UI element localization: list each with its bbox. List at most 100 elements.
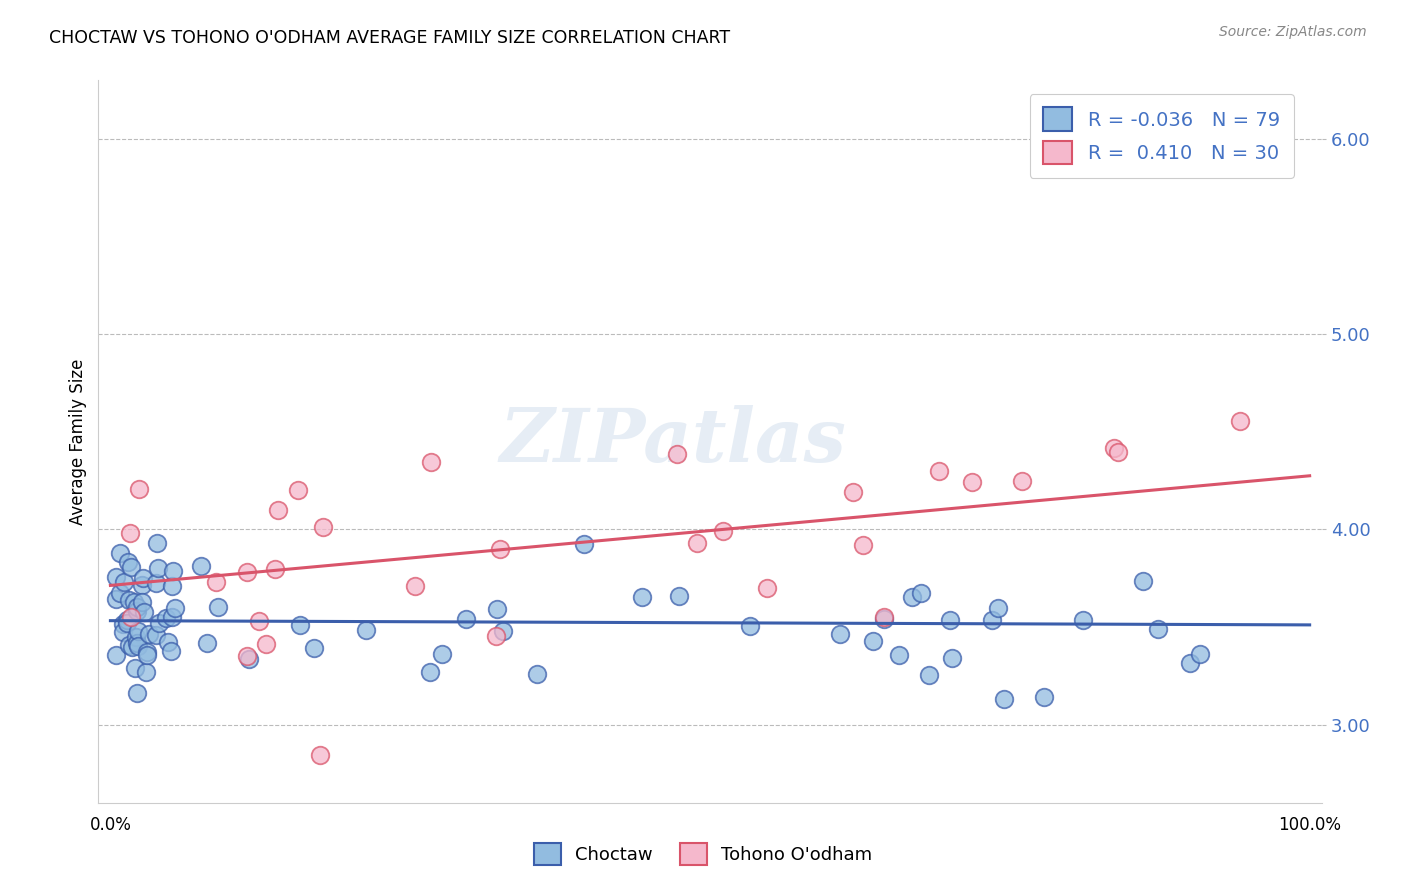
Point	[1178, 656, 1201, 670]
Legend: R = -0.036   N = 79, R =  0.410   N = 30: R = -0.036 N = 79, R = 0.410 N = 30	[1029, 94, 1294, 178]
Point	[986, 601, 1008, 615]
Point	[125, 630, 148, 644]
Point	[309, 747, 332, 762]
Point	[108, 546, 131, 560]
Legend: Choctaw, Tohono O'odham: Choctaw, Tohono O'odham	[526, 836, 880, 872]
Point	[828, 627, 851, 641]
Point	[1147, 622, 1170, 636]
Point	[125, 604, 148, 618]
Point	[631, 590, 654, 604]
Point	[287, 483, 309, 497]
Point	[686, 536, 709, 550]
Point	[127, 639, 149, 653]
Point	[148, 615, 170, 630]
Point	[939, 613, 962, 627]
Point	[125, 686, 148, 700]
Point	[841, 485, 863, 500]
Point	[263, 562, 285, 576]
Point	[190, 559, 212, 574]
Point	[420, 455, 443, 469]
Point	[312, 520, 335, 534]
Point	[247, 614, 270, 628]
Point	[128, 482, 150, 496]
Point	[889, 648, 911, 663]
Point	[238, 652, 260, 666]
Point	[981, 613, 1004, 627]
Point	[740, 618, 762, 632]
Text: ZIPatlas: ZIPatlas	[501, 405, 846, 478]
Point	[1102, 441, 1125, 455]
Point	[910, 586, 932, 600]
Point	[155, 611, 177, 625]
Point	[873, 610, 896, 624]
Point	[112, 574, 135, 589]
Point	[862, 633, 884, 648]
Point	[489, 542, 512, 557]
Point	[236, 565, 259, 579]
Point	[105, 648, 128, 663]
Text: Source: ZipAtlas.com: Source: ZipAtlas.com	[1219, 25, 1367, 39]
Text: 0.0%: 0.0%	[90, 816, 131, 835]
Point	[124, 661, 146, 675]
Point	[138, 627, 160, 641]
Point	[1132, 574, 1154, 588]
Point	[236, 649, 259, 664]
Text: 100.0%: 100.0%	[1278, 816, 1341, 835]
Point	[132, 571, 155, 585]
Point	[156, 634, 179, 648]
Point	[124, 594, 146, 608]
Point	[160, 644, 183, 658]
Point	[145, 575, 167, 590]
Point	[993, 692, 1015, 706]
Point	[111, 625, 134, 640]
Point	[668, 589, 690, 603]
Point	[127, 624, 149, 639]
Point	[120, 560, 142, 574]
Point	[111, 616, 134, 631]
Point	[135, 665, 157, 680]
Point	[288, 618, 311, 632]
Point	[404, 579, 426, 593]
Point	[756, 581, 779, 595]
Point	[492, 624, 515, 638]
Point	[146, 535, 169, 549]
Point	[105, 592, 128, 607]
Point	[665, 448, 688, 462]
Text: CHOCTAW VS TOHONO O'ODHAM AVERAGE FAMILY SIZE CORRELATION CHART: CHOCTAW VS TOHONO O'ODHAM AVERAGE FAMILY…	[49, 29, 730, 46]
Point	[430, 647, 453, 661]
Point	[267, 503, 290, 517]
Point	[120, 610, 142, 624]
Point	[135, 645, 157, 659]
Point	[162, 564, 184, 578]
Point	[254, 637, 277, 651]
Point	[1071, 613, 1094, 627]
Point	[960, 475, 983, 489]
Point	[1033, 690, 1056, 705]
Point	[852, 538, 875, 552]
Point	[1188, 647, 1211, 661]
Y-axis label: Average Family Size: Average Family Size	[69, 359, 87, 524]
Point	[941, 650, 963, 665]
Point	[131, 595, 153, 609]
Point	[145, 628, 167, 642]
Point	[454, 612, 477, 626]
Point	[118, 638, 141, 652]
Point	[162, 609, 184, 624]
Point	[121, 640, 143, 654]
Point	[1011, 474, 1033, 488]
Point	[118, 592, 141, 607]
Point	[207, 600, 229, 615]
Point	[419, 665, 441, 680]
Point	[526, 667, 548, 681]
Point	[927, 464, 949, 478]
Point	[484, 629, 506, 643]
Point	[131, 578, 153, 592]
Point	[108, 586, 131, 600]
Point	[918, 667, 941, 681]
Point	[572, 537, 595, 551]
Point	[105, 569, 128, 583]
Point	[302, 641, 325, 656]
Point	[135, 648, 157, 662]
Point	[115, 613, 138, 627]
Point	[205, 575, 228, 590]
